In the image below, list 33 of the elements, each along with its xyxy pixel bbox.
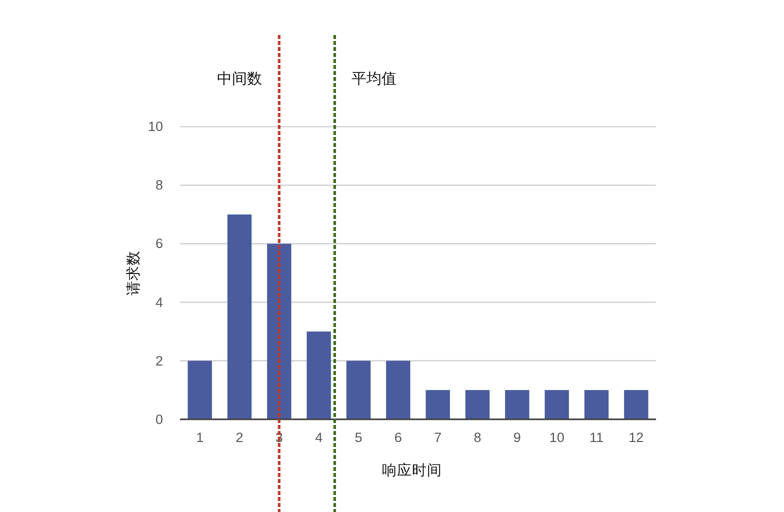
- y-tick-label: 2: [155, 353, 163, 368]
- x-tick-label: 2: [236, 430, 244, 445]
- x-tick-label: 9: [513, 430, 521, 445]
- y-tick-label: 6: [155, 236, 163, 252]
- bar: [624, 390, 648, 420]
- x-tick-label: 4: [315, 430, 324, 445]
- y-tick-label: 8: [155, 178, 163, 193]
- y-tick-label: 10: [148, 119, 163, 134]
- y-tick-label: 0: [155, 412, 163, 427]
- x-axis-title: 响应时间: [382, 462, 442, 479]
- y-tick-label: 4: [155, 294, 164, 310]
- ref-line-label: 平均值: [352, 70, 397, 88]
- bar: [188, 360, 212, 420]
- x-tick-label: 7: [434, 430, 442, 445]
- x-tick-label: 8: [474, 430, 482, 445]
- bar: [227, 214, 252, 420]
- bar: [267, 244, 292, 420]
- y-axis-title: 请求数: [125, 250, 142, 296]
- x-tick-label: 11: [589, 430, 604, 445]
- ref-line-label: 中间数: [217, 70, 262, 88]
- bar: [426, 390, 450, 420]
- bar: [584, 390, 609, 420]
- bar: [465, 390, 490, 420]
- x-tick-label: 1: [196, 430, 204, 445]
- x-tick-label: 6: [394, 430, 402, 445]
- bar: [346, 360, 371, 420]
- x-tick-label: 12: [628, 430, 644, 445]
- bar: [505, 390, 530, 420]
- bar: [544, 390, 569, 420]
- bar: [386, 360, 410, 420]
- x-tick-label: 10: [549, 430, 564, 445]
- bar: [306, 332, 331, 420]
- x-tick-label: 5: [354, 430, 362, 445]
